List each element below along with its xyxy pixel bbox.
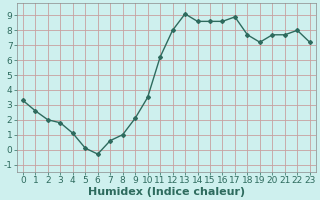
X-axis label: Humidex (Indice chaleur): Humidex (Indice chaleur) bbox=[88, 187, 245, 197]
